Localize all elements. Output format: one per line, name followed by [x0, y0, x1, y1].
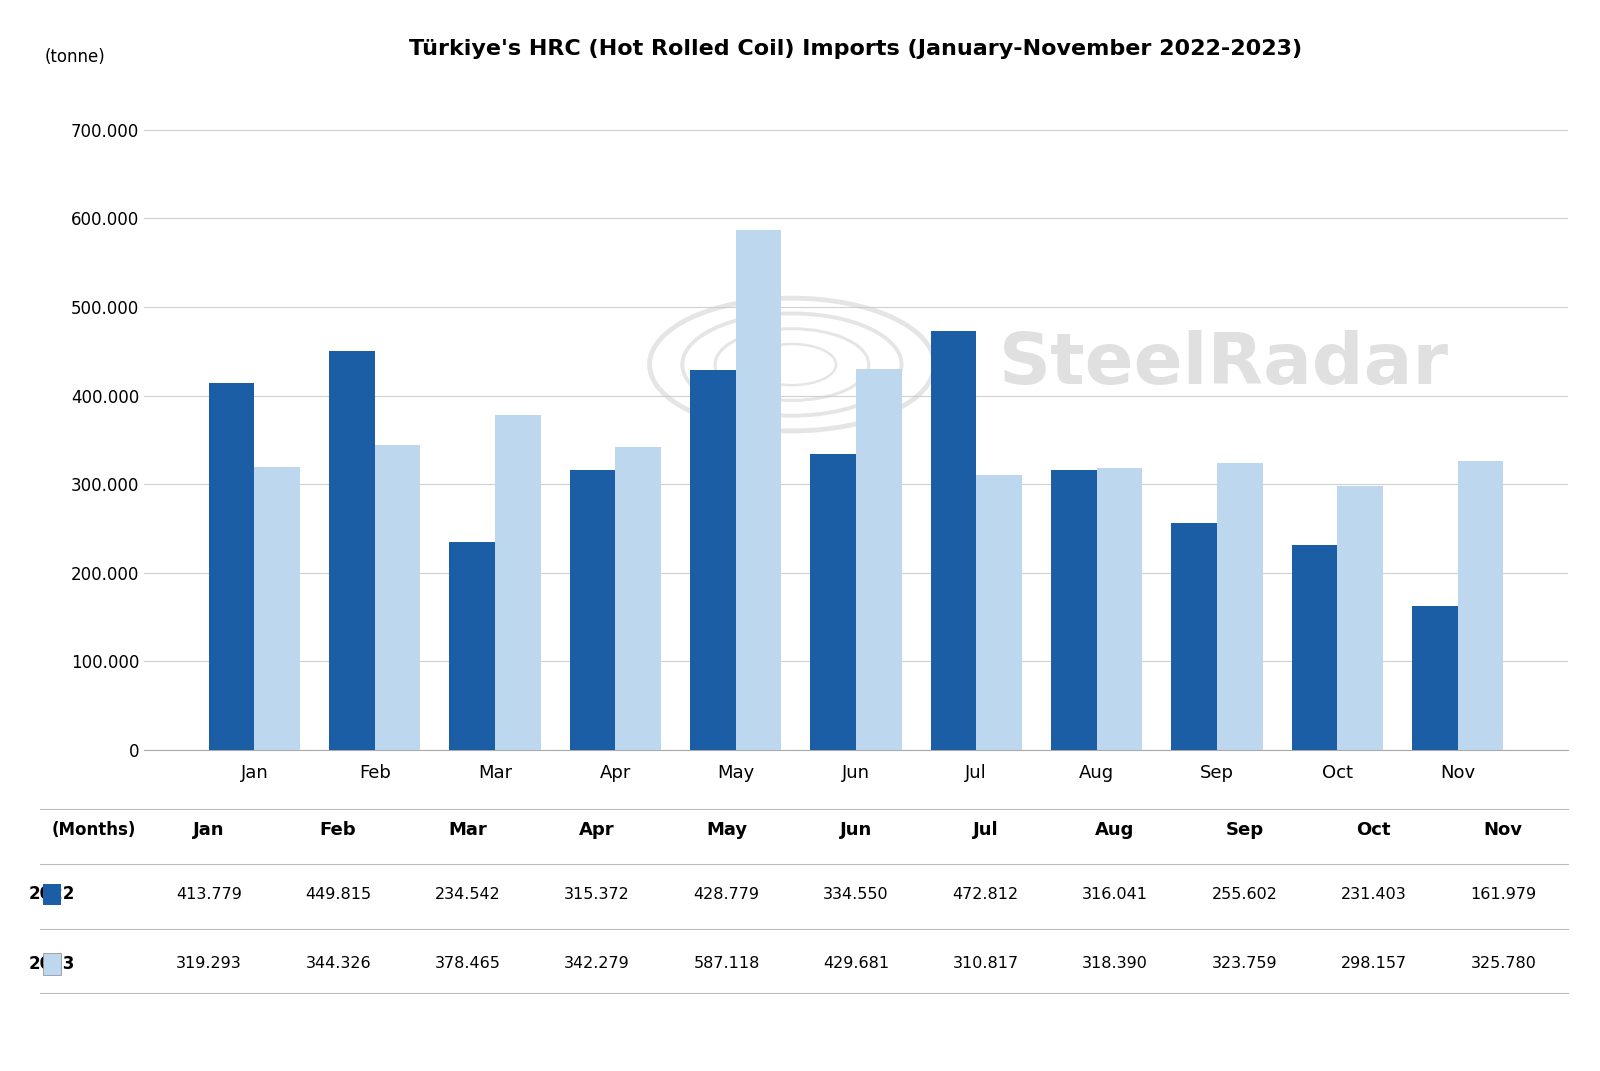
Text: Sep: Sep [1226, 821, 1264, 839]
Text: (tonne): (tonne) [45, 48, 106, 65]
Bar [494, 414, 541, 750]
Bar [1338, 486, 1382, 750]
Bar [254, 467, 301, 750]
Bar [856, 369, 902, 750]
Bar [208, 383, 254, 750]
Bar [1458, 462, 1504, 750]
Text: Jun: Jun [840, 821, 872, 839]
Text: 231.403: 231.403 [1341, 887, 1406, 902]
Text: 255.602: 255.602 [1211, 887, 1277, 902]
Text: 323.759: 323.759 [1211, 956, 1277, 971]
Text: Nov: Nov [1483, 821, 1523, 839]
Text: (Months): (Months) [51, 821, 136, 839]
Bar [1171, 524, 1218, 750]
Bar [1218, 463, 1262, 750]
Text: 315.372: 315.372 [565, 887, 630, 902]
Text: 334.550: 334.550 [822, 887, 890, 902]
Bar [736, 230, 781, 750]
Bar [931, 331, 976, 750]
Bar [1096, 468, 1142, 750]
Text: 344.326: 344.326 [306, 956, 371, 971]
Text: 234.542: 234.542 [435, 887, 501, 902]
Text: 161.979: 161.979 [1470, 887, 1536, 902]
Bar [976, 474, 1022, 750]
Bar [690, 371, 736, 750]
Bar [616, 447, 661, 750]
Text: Aug: Aug [1096, 821, 1134, 839]
Bar [1291, 545, 1338, 750]
Text: 449.815: 449.815 [306, 887, 371, 902]
Text: 298.157: 298.157 [1341, 956, 1406, 971]
Bar [1051, 470, 1096, 750]
Text: Oct: Oct [1357, 821, 1390, 839]
Text: Jul: Jul [973, 821, 998, 839]
Bar [810, 453, 856, 750]
Text: Apr: Apr [579, 821, 614, 839]
Text: 310.817: 310.817 [952, 956, 1019, 971]
Text: 472.812: 472.812 [952, 887, 1019, 902]
Text: SteelRadar: SteelRadar [998, 330, 1448, 399]
Text: Mar: Mar [448, 821, 486, 839]
Bar [1411, 606, 1458, 750]
Bar [570, 470, 616, 750]
Text: 378.465: 378.465 [435, 956, 501, 971]
Text: May: May [706, 821, 747, 839]
Text: 428.779: 428.779 [693, 887, 760, 902]
Bar [374, 444, 421, 750]
Text: 2023: 2023 [29, 955, 75, 972]
Bar [330, 351, 374, 750]
Text: 2022: 2022 [29, 886, 75, 903]
Text: 342.279: 342.279 [565, 956, 630, 971]
Text: 325.780: 325.780 [1470, 956, 1536, 971]
Text: 319.293: 319.293 [176, 956, 242, 971]
Text: 316.041: 316.041 [1082, 887, 1147, 902]
Text: Feb: Feb [320, 821, 357, 839]
Bar [450, 542, 494, 750]
Text: 429.681: 429.681 [822, 956, 890, 971]
Title: Türkiye's HRC (Hot Rolled Coil) Imports (January-November 2022-2023): Türkiye's HRC (Hot Rolled Coil) Imports … [410, 40, 1302, 59]
Text: 413.779: 413.779 [176, 887, 242, 902]
Text: 587.118: 587.118 [693, 956, 760, 971]
Text: 318.390: 318.390 [1082, 956, 1147, 971]
Text: Jan: Jan [194, 821, 224, 839]
